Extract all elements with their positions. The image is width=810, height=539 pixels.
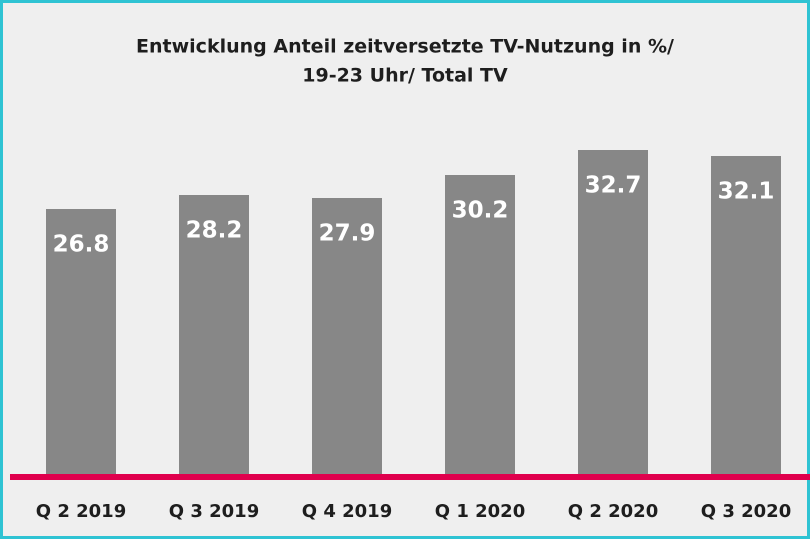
chart-title: Entwicklung Anteil zeitversetzte TV-Nutz… [136,36,674,58]
value-label: 28.2 [186,218,243,244]
value-label: 30.2 [452,198,509,224]
chart-title: 19-23 Uhr/ Total TV [302,65,508,87]
value-label: 32.1 [718,179,775,205]
x-tick-label: Q 1 2020 [435,501,525,522]
bar [46,209,116,477]
x-tick-label: Q 2 2019 [36,501,126,522]
value-label: 27.9 [319,221,376,247]
baseline [10,474,810,480]
bar [445,175,515,477]
value-label: 32.7 [585,173,642,199]
bar [179,195,249,477]
bar [312,198,382,477]
x-tick-label: Q 3 2019 [169,501,259,522]
bar [578,150,648,477]
x-tick-label: Q 2 2020 [568,501,658,522]
x-tick-label: Q 4 2019 [302,501,392,522]
x-tick-label: Q 3 2020 [701,501,791,522]
value-label: 26.8 [53,232,110,258]
bar [711,156,781,477]
